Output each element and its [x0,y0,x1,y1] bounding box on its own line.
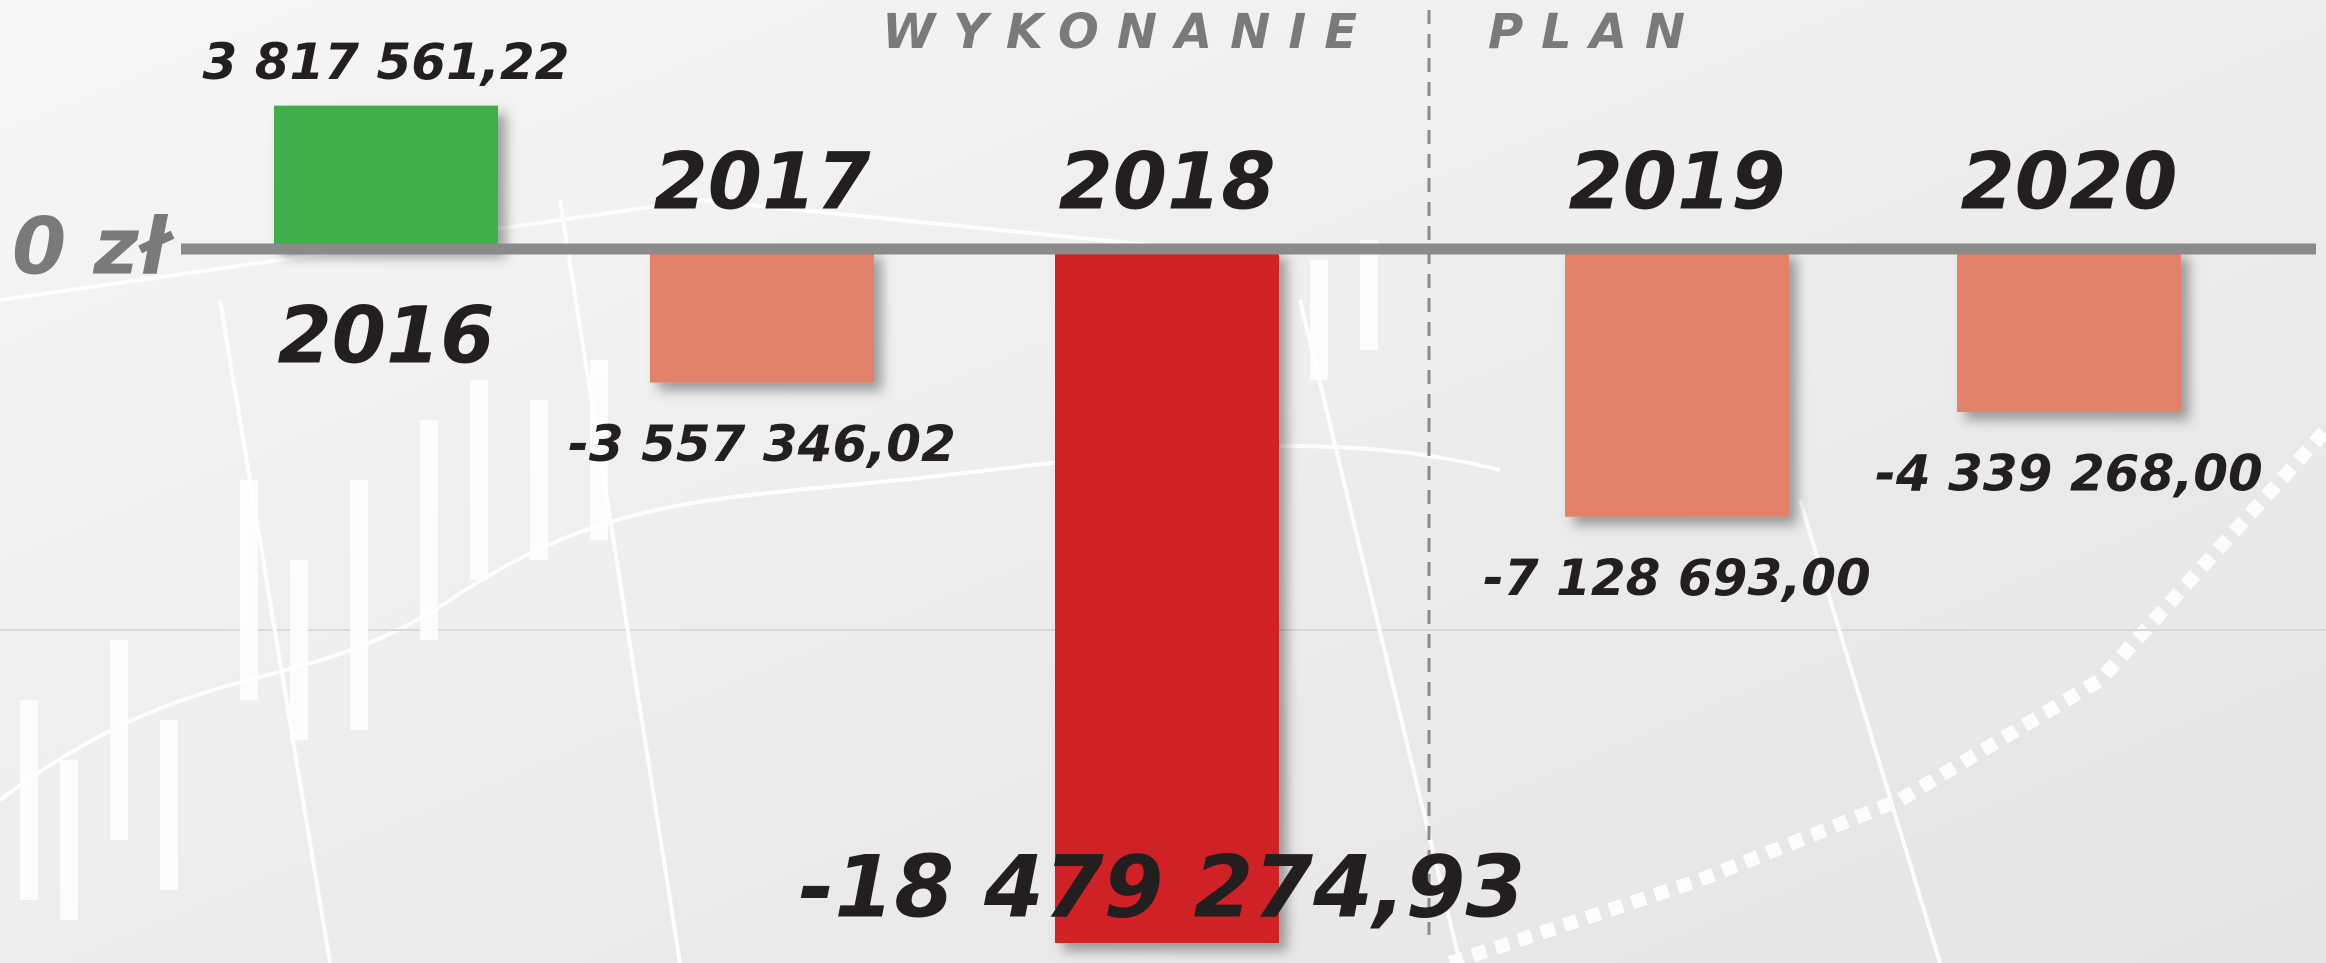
value-label: -4 339 268,00 [1875,444,2263,502]
annotation: WYKONANIE [882,4,1375,60]
bar [1565,249,1789,517]
category-label: 2019 [1568,137,1785,227]
annotation: PLAN [1488,4,1703,60]
bar [274,106,498,249]
category-label: 2018 [1058,137,1275,227]
value-label: -3 557 346,02 [568,415,956,473]
category-label: 2020 [1960,137,2177,227]
category-label: 2017 [653,137,871,227]
category-label: 2016 [277,291,494,381]
bar [650,249,874,383]
chart: WYKONANIE PLAN 0 zł 3 817 561,22 2016 -3 5… [0,0,2326,963]
value-label: -18 479 274,93 [799,837,1526,937]
value-label: 3 817 561,22 [203,33,570,91]
value-label: -7 128 693,00 [1483,549,1871,607]
bar [1957,249,2181,412]
zero-label: 0 zł [12,202,175,292]
